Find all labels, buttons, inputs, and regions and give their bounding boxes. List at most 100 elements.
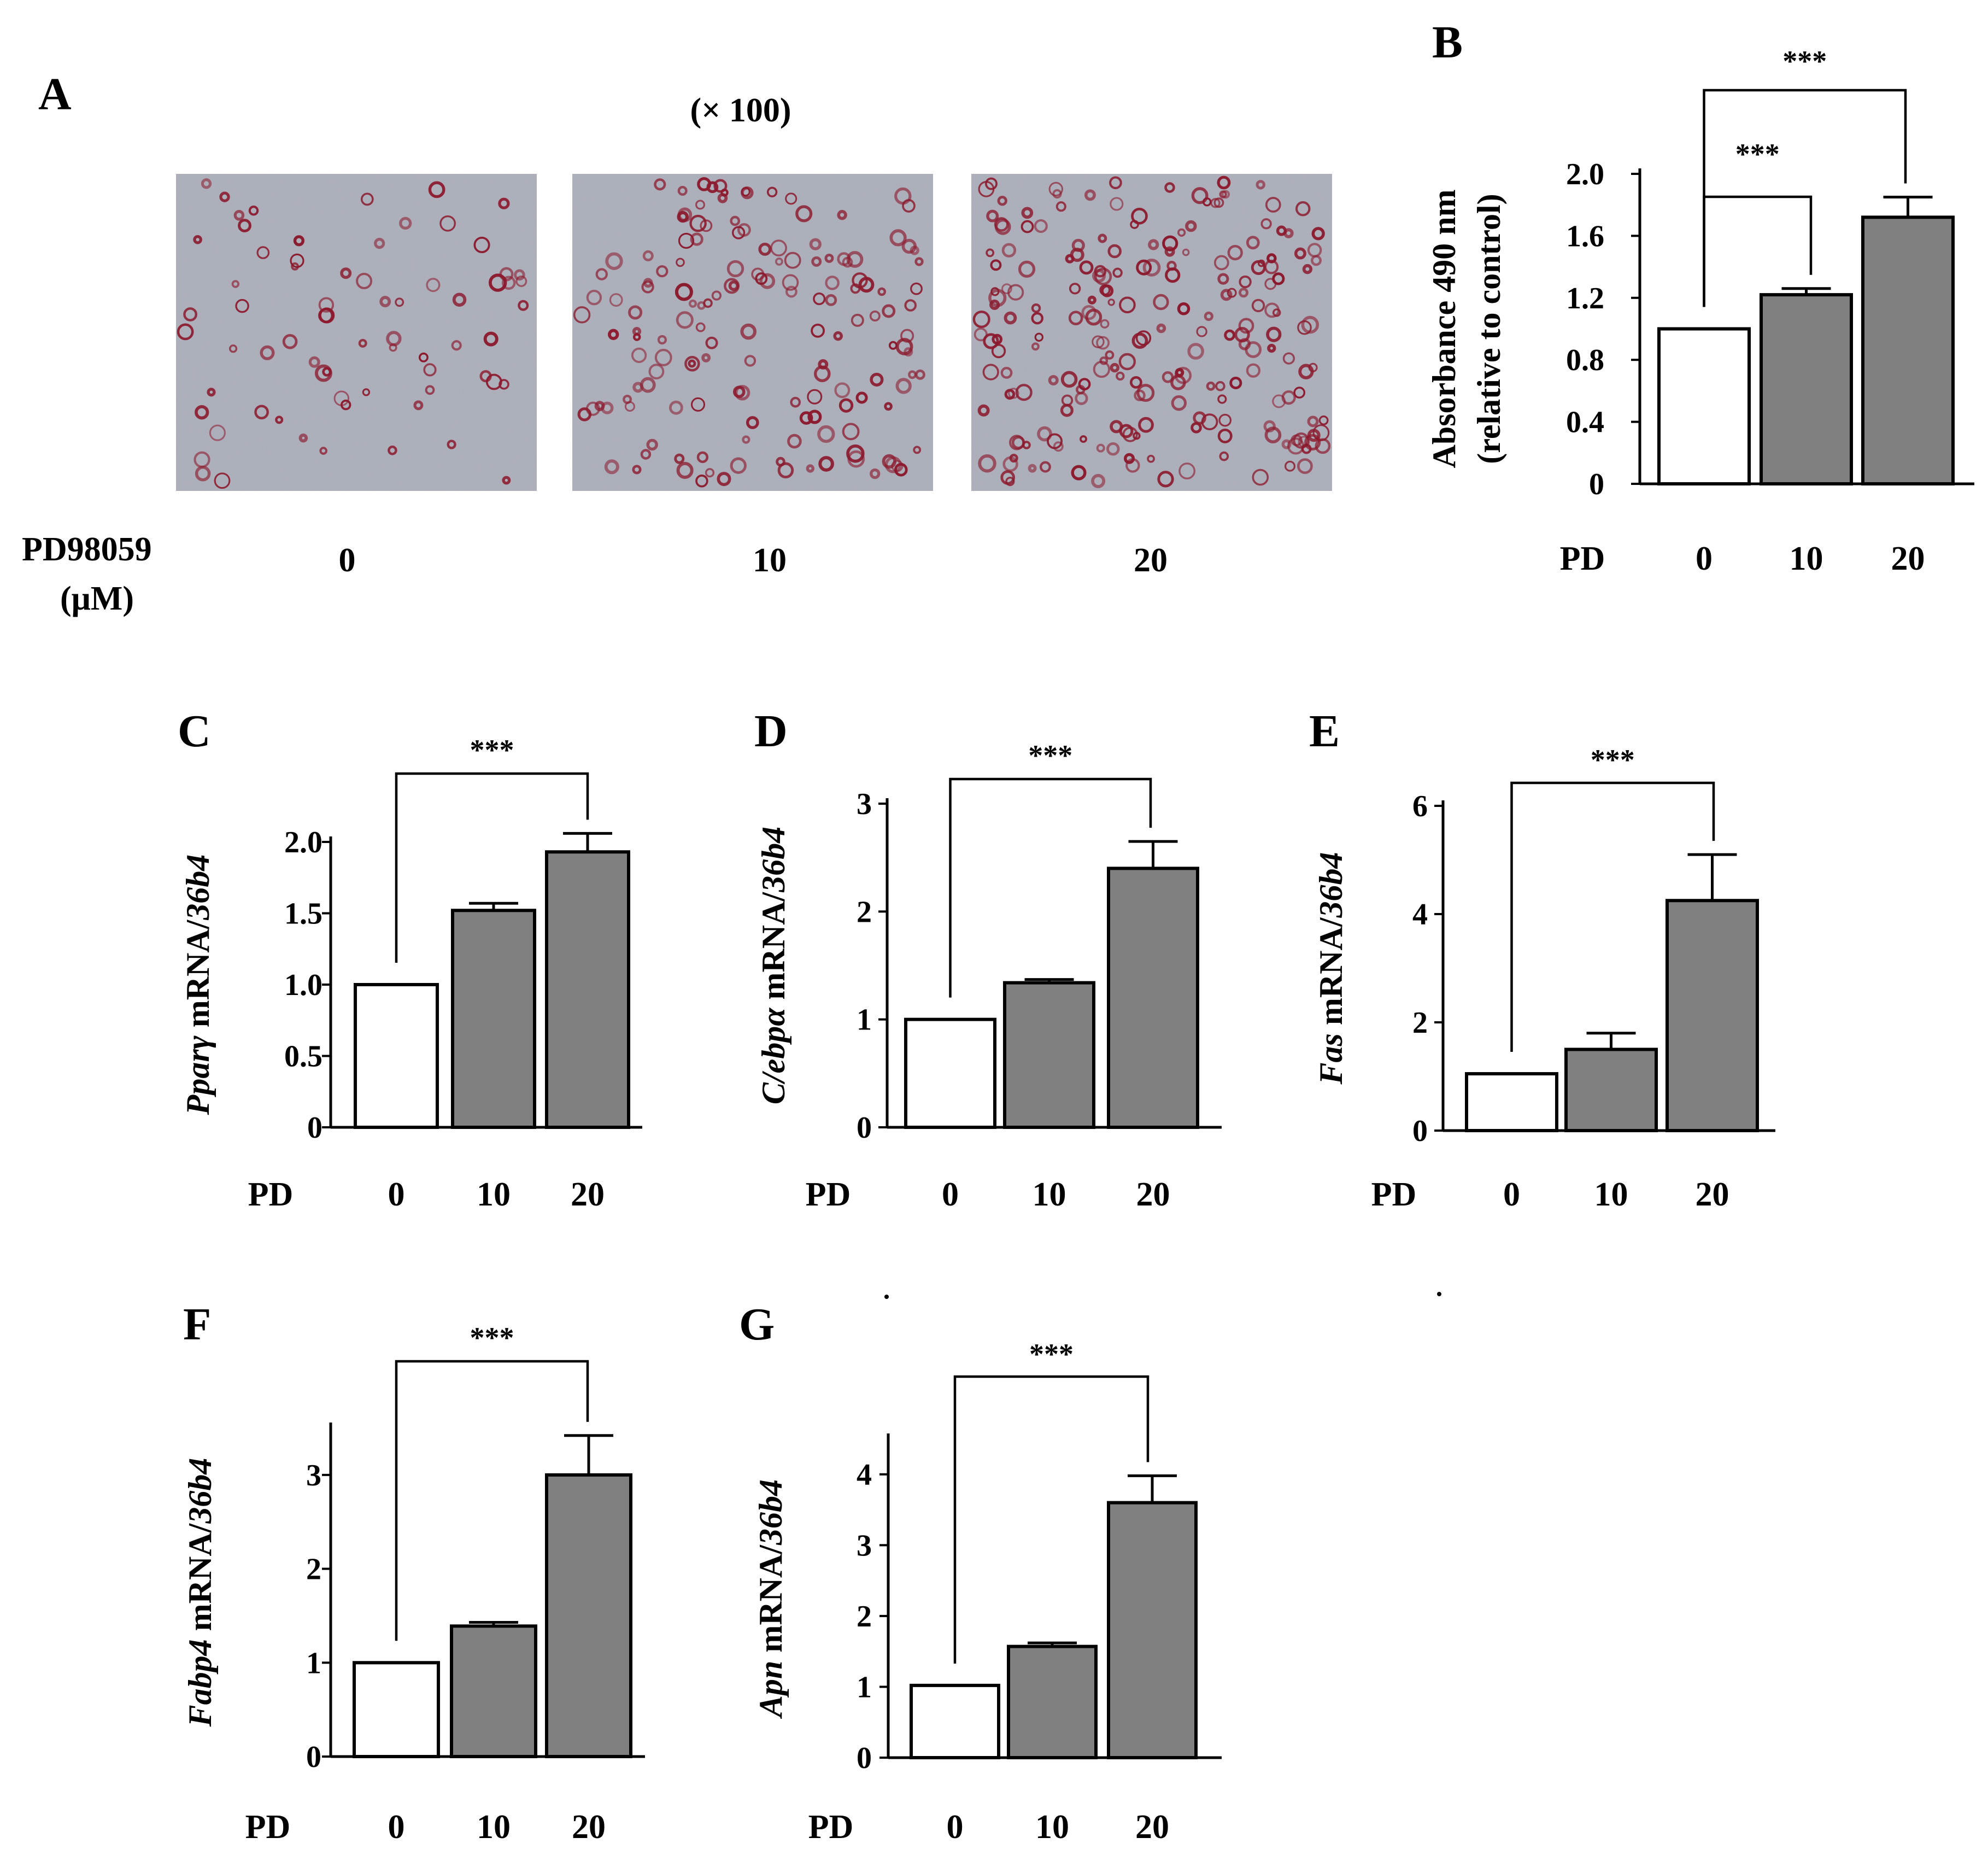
- stained-cell: [746, 416, 759, 429]
- panel-g-significance-label: ***: [1029, 1338, 1074, 1371]
- stained-cell: [834, 382, 851, 399]
- stained-cell: [1110, 362, 1120, 373]
- stained-cell: [1148, 239, 1159, 250]
- panel-b-tick-label: 1.2: [1566, 282, 1604, 315]
- panel-a-letter: A: [38, 69, 72, 120]
- stained-cell: [1078, 378, 1091, 391]
- stained-cell: [882, 304, 896, 318]
- stained-cell: [1272, 272, 1285, 285]
- stained-cell: [1136, 259, 1152, 276]
- stained-cell: [1252, 469, 1269, 486]
- stained-cell: [1034, 332, 1043, 342]
- stained-cell: [795, 205, 813, 223]
- panel-e-category-label: 10: [1594, 1176, 1628, 1213]
- stained-cell: [807, 389, 823, 405]
- stained-cell: [657, 335, 667, 345]
- stained-cell: [776, 456, 785, 467]
- panel-c-bar: [451, 909, 536, 1129]
- stained-cell: [260, 345, 275, 360]
- stained-cell: [641, 280, 654, 294]
- stained-cell: [684, 356, 700, 372]
- stained-cell: [1302, 264, 1313, 274]
- stained-cell: [1311, 255, 1322, 266]
- stained-cell: [1099, 356, 1109, 365]
- stained-cell: [914, 257, 924, 266]
- panel-c-tick-label: 0.5: [284, 1040, 322, 1074]
- stained-cell: [1318, 415, 1329, 425]
- stained-cell: [1256, 180, 1265, 190]
- stained-cell: [1177, 302, 1191, 315]
- stained-cell: [986, 209, 999, 223]
- panel-d-y-axis-label: C/ebpα mRNA/36b4: [755, 827, 791, 1104]
- panel-b-tick-label: 0.4: [1566, 406, 1604, 440]
- panel-g-category-label: 0: [947, 1809, 964, 1846]
- stained-cell: [319, 447, 328, 455]
- stained-cell: [501, 276, 516, 290]
- stained-cell: [977, 404, 990, 417]
- stained-cell: [502, 476, 511, 485]
- stained-cell: [452, 292, 467, 307]
- panel-f-bar: [450, 1624, 537, 1758]
- stained-cell: [473, 236, 490, 254]
- stained-cell: [207, 388, 216, 397]
- stained-cell: [1037, 426, 1052, 442]
- panel-c-y-axis-label: Pparγ mRNA/36b4: [180, 855, 216, 1116]
- panel-e-bar: [1666, 899, 1759, 1132]
- stained-cell: [1055, 201, 1066, 212]
- stained-cell: [784, 251, 801, 269]
- panel-a: A (× 100) PD98059 (μM) 0 10 20: [22, 69, 1332, 617]
- stained-cell: [479, 370, 492, 383]
- panel-e-chart: E 0 2 4 6 0 10 20 PD *** Fas mRNA/36b4: [1309, 706, 1775, 1213]
- panel-c-significance-label: ***: [470, 734, 514, 766]
- stained-cell: [608, 329, 619, 340]
- panel-f-significance-bracket: [395, 1360, 589, 1641]
- stained-cell: [825, 276, 840, 290]
- stained-cell: [894, 463, 908, 477]
- panel-b-bar: [1760, 293, 1853, 485]
- stained-cell: [997, 196, 1007, 206]
- stained-cell: [1251, 260, 1266, 275]
- panel-g-chart: G 0 1 2 3 4 0 10 20 PD *** Apn mRNA/36b4: [739, 1299, 1222, 1846]
- stained-cell: [730, 457, 747, 474]
- stained-cell: [515, 276, 527, 287]
- stained-cell: [214, 472, 231, 489]
- stained-cell: [423, 363, 437, 377]
- panel-e-category-label: 0: [1503, 1176, 1520, 1213]
- stained-cell: [1206, 381, 1216, 391]
- panel-b-chart: B 0 0.4 0.8 1.2 1.6 2.0 0 10 20 PD *** *** Absorbanc…: [1426, 17, 1974, 577]
- dose-value-20: 20: [1134, 542, 1168, 579]
- stained-cell: [1007, 284, 1024, 301]
- stained-cell: [1080, 435, 1087, 443]
- stained-cell: [1191, 187, 1209, 204]
- stained-cell: [341, 399, 351, 411]
- stained-cell: [1105, 350, 1115, 360]
- stained-cell: [1272, 308, 1281, 317]
- stained-cell: [451, 340, 462, 351]
- stained-cell: [891, 460, 904, 472]
- stained-cell: [1217, 428, 1233, 443]
- stained-cell: [374, 238, 385, 249]
- stained-cell: [595, 268, 608, 280]
- stained-cell: [1217, 273, 1229, 285]
- panel-g-significance-bracket: [953, 1375, 1150, 1664]
- stained-cell: [643, 278, 653, 288]
- stained-cell: [1315, 438, 1331, 454]
- panel-c-tick-label: 1.0: [284, 968, 322, 1002]
- stained-cell: [248, 206, 259, 216]
- panel-g-category-label: 10: [1035, 1809, 1069, 1846]
- stained-cell: [731, 226, 746, 239]
- stained-cell: [825, 294, 837, 306]
- stained-cell: [201, 178, 212, 189]
- dose-value-0: 0: [339, 542, 356, 579]
- stained-cell: [1107, 244, 1122, 259]
- stained-cell: [1162, 235, 1178, 251]
- panel-g-bar: [1107, 1501, 1198, 1760]
- stained-cell: [734, 385, 750, 401]
- dose-label-line1: PD98059: [22, 531, 152, 568]
- stained-cell: [669, 400, 683, 415]
- panel-g-bar: [1007, 1644, 1098, 1759]
- micrograph-20-texture: [971, 174, 1332, 491]
- stained-cell: [676, 257, 685, 267]
- stained-cell: [697, 301, 706, 310]
- stained-cell: [640, 377, 656, 393]
